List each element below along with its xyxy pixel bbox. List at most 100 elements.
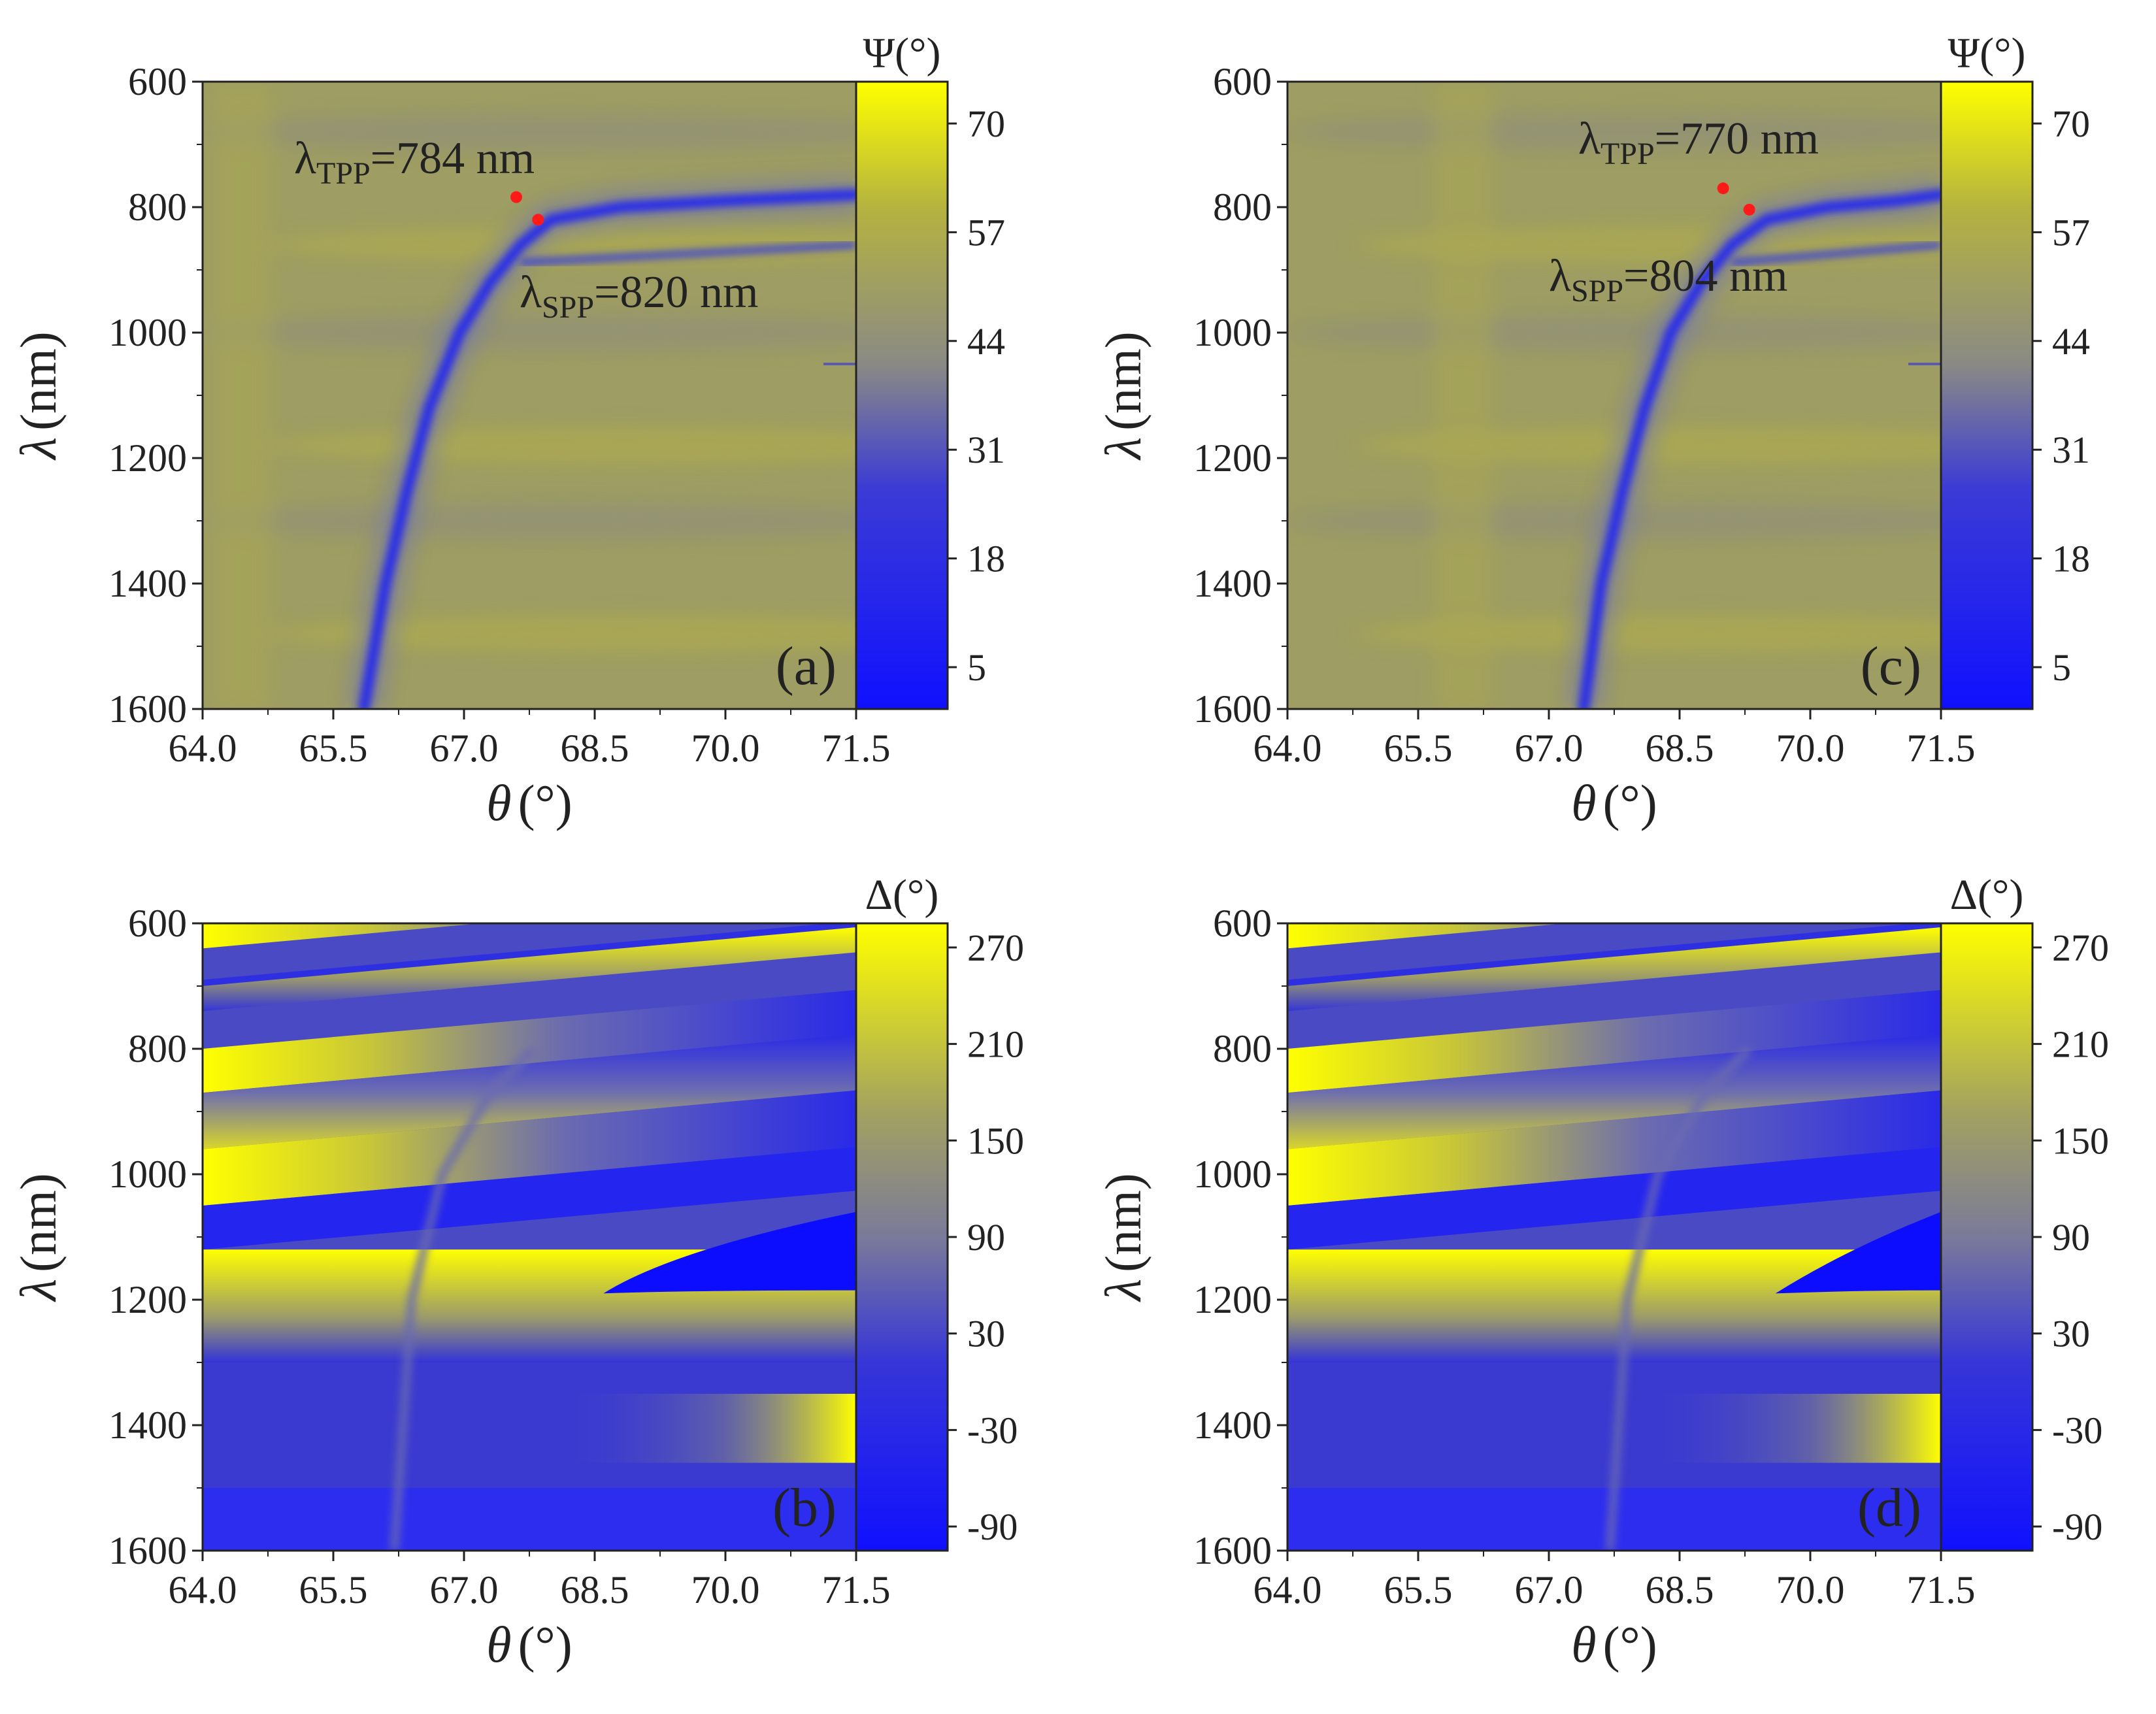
colorbar-frame — [855, 80, 949, 710]
ripple-bands — [203, 82, 856, 709]
x-axis-symbol: θ — [486, 1616, 511, 1673]
colorbar-tick-label: 210 — [2052, 1023, 2109, 1066]
panel-label: (b) — [772, 1477, 837, 1538]
ripple-band — [268, 615, 856, 652]
phase-band — [562, 1394, 856, 1463]
panel-label: (a) — [776, 636, 837, 697]
annotation-tpp: λTPP=770 nm — [1578, 114, 1819, 171]
y-axis-symbol: λ — [10, 437, 67, 461]
colorbar-tick-label: -90 — [967, 1506, 1018, 1548]
annotation-subscript: SPP — [542, 290, 594, 325]
ripple-band — [203, 314, 856, 351]
phase-stripe — [203, 990, 856, 1093]
x-tick-label: 71.5 — [822, 1568, 891, 1611]
colorbar-tick-label: 30 — [2052, 1313, 2090, 1355]
x-tick-label: 65.5 — [1384, 1568, 1453, 1611]
y-tick-label: 1000 — [1193, 1153, 1272, 1196]
phase-band — [203, 1488, 856, 1551]
x-axis-unit: (°) — [518, 774, 572, 831]
y-tick-label: 1400 — [1193, 1404, 1272, 1447]
annotation-spp: λSPP=820 nm — [520, 267, 758, 325]
annotation-spp: λSPP=804 nm — [1549, 251, 1787, 308]
x-tick-label: 65.5 — [299, 1568, 368, 1611]
ripple-column — [1433, 82, 1493, 709]
phase-stripe — [203, 927, 856, 1012]
y-tick-label: 600 — [128, 902, 187, 945]
x-tick-label: 70.0 — [691, 727, 760, 770]
phase-stripe — [203, 1147, 856, 1250]
phase-stripe — [1287, 990, 1941, 1093]
x-tick-label: 67.0 — [1515, 1568, 1584, 1611]
y-axis-title: λ (nm) — [10, 1173, 67, 1302]
annotation-tpp: λTPP=784 nm — [294, 133, 535, 191]
resonance-marker — [1717, 182, 1729, 195]
annotation-subscript: TPP — [1600, 137, 1655, 171]
colorbar-tick-label: -30 — [967, 1409, 1018, 1451]
y-tick-label: 1200 — [1193, 437, 1272, 480]
colorbar-title: Δ(°) — [865, 871, 939, 919]
resonance-branch — [1605, 1046, 1753, 1551]
x-tick-label: 71.5 — [822, 727, 891, 770]
x-axis-title: θ (°) — [486, 774, 572, 831]
y-tick-label: 600 — [128, 60, 187, 103]
phase-stripe — [1287, 1090, 1941, 1206]
annotation-symbol: λ — [1578, 114, 1600, 164]
resonance-marker — [1743, 203, 1755, 216]
secondary-branch — [1731, 241, 1941, 266]
x-tick-label: 64.0 — [1253, 1568, 1322, 1611]
y-tick-label: 1000 — [108, 311, 187, 354]
resonance-marker — [510, 191, 522, 203]
ripple-band — [203, 113, 856, 150]
colorbar-tick-label: 5 — [2052, 646, 2071, 689]
y-tick-label: 800 — [1213, 1027, 1272, 1070]
x-tick-label: 71.5 — [1907, 727, 1976, 770]
x-tick-label: 64.0 — [169, 1568, 237, 1611]
phase-stripe — [1287, 1034, 1941, 1149]
x-axis-title: θ (°) — [1571, 774, 1657, 831]
colorbar-tick-label: 44 — [2052, 320, 2090, 363]
y-tick-label: 1400 — [108, 1404, 187, 1447]
annotation-value: =784 nm — [371, 133, 535, 184]
ripple-band — [1287, 503, 1941, 539]
colorbar-title: Ψ(°) — [1948, 29, 2025, 77]
x-tick-label: 67.0 — [430, 727, 499, 770]
panel-a: 64.0 65.5 67.0 68.5 70.0 71.5 600 800 1000 1200 14… — [10, 29, 1005, 831]
x-tick-label: 67.0 — [1515, 727, 1584, 770]
x-tick-label: 64.0 — [1253, 727, 1322, 770]
plot-area-b — [203, 923, 856, 1551]
phase-stripe — [1287, 923, 1567, 949]
y-tick-label: 1600 — [1193, 687, 1272, 731]
colorbar-tick-label: 31 — [967, 429, 1005, 471]
annotation-symbol: λ — [1549, 251, 1571, 301]
ripple-bands — [1287, 82, 1941, 709]
plot-area-d — [1287, 923, 1941, 1551]
resonance-marker — [532, 214, 544, 226]
x-tick-label: 65.5 — [1384, 727, 1453, 770]
colorbar-tick-label: -90 — [2052, 1506, 2102, 1548]
annotation-value: =804 nm — [1623, 251, 1787, 301]
colorbar-tick-label: 210 — [967, 1023, 1024, 1066]
panel-b: 64.0 65.5 67.0 68.5 70.0 71.5 600 800 1000 1200 14… — [10, 871, 1024, 1673]
panel-label: (d) — [1857, 1477, 1921, 1538]
colorbar — [856, 82, 948, 709]
x-tick-label: 65.5 — [299, 727, 368, 770]
phase-pocket — [603, 1211, 856, 1294]
colorbar-tick-label: 150 — [2052, 1119, 2109, 1162]
colorbar-tick-label: 150 — [967, 1119, 1024, 1162]
phase-band — [1647, 1394, 1941, 1463]
x-tick-label: 67.0 — [430, 1568, 499, 1611]
y-axis-unit: (nm) — [1095, 1173, 1152, 1272]
phase-pocket — [1775, 1211, 1941, 1294]
colorbar-frame — [1940, 80, 2034, 710]
annotation-value: =820 nm — [594, 267, 758, 318]
x-tick-label: 70.0 — [691, 1568, 760, 1611]
colorbar-tick-label: 90 — [2052, 1216, 2090, 1259]
colorbar-tick-label: 57 — [2052, 211, 2090, 254]
colorbar-tick-label: 70 — [2052, 103, 2090, 145]
phase-stripe — [1287, 927, 1941, 1012]
colorbar-title: Δ(°) — [1950, 871, 2024, 919]
colorbar-tick-label: 31 — [2052, 429, 2090, 471]
colorbar — [856, 923, 948, 1551]
annotation-subscript: SPP — [1571, 274, 1623, 308]
